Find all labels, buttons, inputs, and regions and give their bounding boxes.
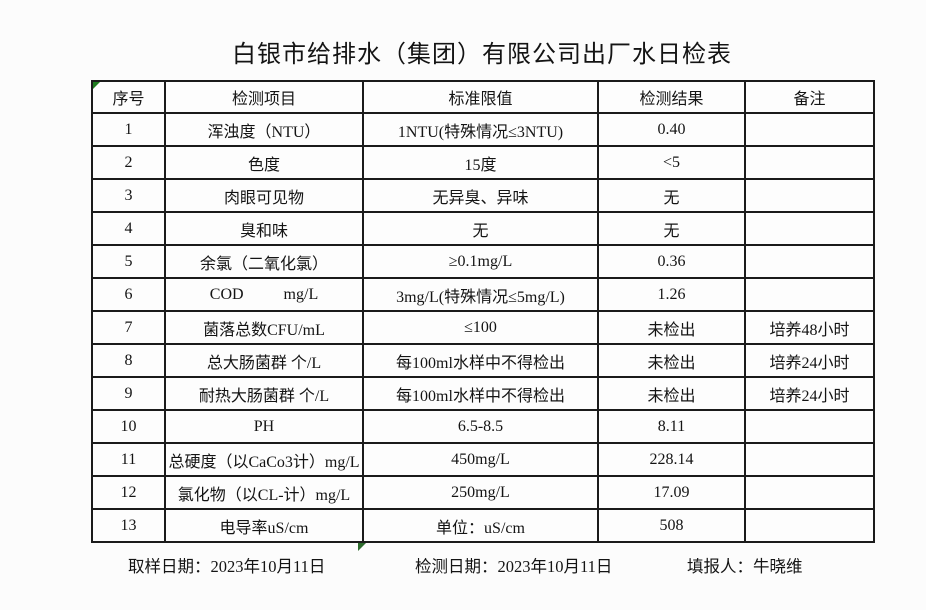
table-row: 7 菌落总数CFU/mL ≤100 未检出 培养48小时 — [91, 310, 875, 345]
reporter-label: 填报人：牛晓维 — [687, 557, 803, 576]
cell-standard-limit: 每100ml水样中不得检出 — [362, 376, 599, 411]
table-row: 10 PH 6.5-8.5 8.11 — [91, 409, 875, 444]
cell-item: COD mg/L — [164, 277, 364, 312]
cell-remark — [744, 508, 875, 543]
table-row: 6 COD mg/L 3mg/L(特殊情况≤5mg/L) 1.26 — [91, 277, 875, 312]
sampling-date-label: 取样日期：2023年10月11日 — [128, 557, 326, 576]
cell-result: 0.36 — [597, 244, 746, 279]
cell-remark: 培养48小时 — [744, 310, 875, 345]
cell-index: 10 — [91, 409, 166, 444]
header-row: 序号 检测项目 标准限值 检测结果 备注 — [91, 80, 875, 114]
table-row: 11 总硬度（以CaCo3计）mg/L 450mg/L 228.14 — [91, 442, 875, 477]
test-date-label: 检测日期：2023年10月11日 — [415, 557, 613, 576]
cell-standard-limit: 3mg/L(特殊情况≤5mg/L) — [362, 277, 599, 312]
cell-standard-limit: 无 — [362, 211, 599, 246]
cell-index: 11 — [91, 442, 166, 477]
cell-item: 余氯（二氧化氯） — [164, 244, 364, 279]
cell-standard-limit: 6.5-8.5 — [362, 409, 599, 444]
cell-corner-flag-icon — [93, 82, 100, 89]
header-standard-limit: 标准限值 — [362, 80, 599, 114]
cell-corner-flag-icon — [358, 543, 366, 551]
table-row: 9 耐热大肠菌群 个/L 每100ml水样中不得检出 未检出 培养24小时 — [91, 376, 875, 411]
cell-item: 浑浊度（NTU） — [164, 112, 364, 147]
cell-standard-limit: 每100ml水样中不得检出 — [362, 343, 599, 378]
cell-remark — [744, 145, 875, 180]
cell-result: 未检出 — [597, 310, 746, 345]
cell-result: 228.14 — [597, 442, 746, 477]
page-title: 白银市给排水（集团）有限公司出厂水日检表 — [232, 42, 732, 68]
header-result: 检测结果 — [597, 80, 746, 114]
cell-remark: 培养24小时 — [744, 343, 875, 378]
cell-standard-limit: ≥0.1mg/L — [362, 244, 599, 279]
table-row: 4 臭和味无无 — [91, 211, 875, 246]
cell-index: 7 — [91, 310, 166, 345]
cell-standard-limit: 250mg/L — [362, 475, 599, 510]
cell-remark: 培养24小时 — [744, 376, 875, 411]
cell-standard-limit: 15度 — [362, 145, 599, 180]
cell-item: 总硬度（以CaCo3计）mg/L — [164, 442, 364, 477]
table-row: 3 肉眼可见物 无异臭、异味无 — [91, 178, 875, 213]
cell-index: 12 — [91, 475, 166, 510]
cell-item: PH — [164, 409, 364, 444]
cell-item: 肉眼可见物 — [164, 178, 364, 213]
cell-result: 无 — [597, 211, 746, 246]
cell-item: 总大肠菌群 个/L — [164, 343, 364, 378]
cell-standard-limit: 无异臭、异味 — [362, 178, 599, 213]
cell-index: 4 — [91, 211, 166, 246]
cell-result: 未检出 — [597, 376, 746, 411]
cell-remark — [744, 277, 875, 312]
cell-item: 菌落总数CFU/mL — [164, 310, 364, 345]
cell-index: 1 — [91, 112, 166, 147]
cell-result: 1.26 — [597, 277, 746, 312]
inspection-table: 序号 检测项目 标准限值 检测结果 备注 1 浑浊度（NTU） 1NTU(特殊情况≤… — [91, 80, 875, 543]
cell-remark — [744, 211, 875, 246]
table-row: 2 色度 15度 <5 — [91, 145, 875, 180]
cell-index: 5 — [91, 244, 166, 279]
table-header: 序号 检测项目 标准限值 检测结果 备注 — [91, 80, 875, 114]
cell-result: 8.11 — [597, 409, 746, 444]
header-index: 序号 — [91, 80, 166, 114]
cell-result: 508 — [597, 508, 746, 543]
table-row: 1 浑浊度（NTU） 1NTU(特殊情况≤3NTU) 0.40 — [91, 112, 875, 147]
cell-standard-limit: 1NTU(特殊情况≤3NTU) — [362, 112, 599, 147]
table-row: 5 余氯（二氧化氯） ≥0.1mg/L 0.36 — [91, 244, 875, 279]
table-row: 8 总大肠菌群 个/L 每100ml水样中不得检出 未检出 培养24小时 — [91, 343, 875, 378]
cell-result: 0.40 — [597, 112, 746, 147]
cell-item: 电导率uS/cm — [164, 508, 364, 543]
cell-remark — [744, 244, 875, 279]
table-row: 13 电导率uS/cm 单位：uS/cm 508 — [91, 508, 875, 543]
cell-remark — [744, 442, 875, 477]
cell-index: 13 — [91, 508, 166, 543]
cell-result: 无 — [597, 178, 746, 213]
cell-standard-limit: 单位：uS/cm — [362, 508, 599, 543]
cell-item: 色度 — [164, 145, 364, 180]
cell-result: 17.09 — [597, 475, 746, 510]
cell-index: 9 — [91, 376, 166, 411]
cell-index: 3 — [91, 178, 166, 213]
cell-item: 耐热大肠菌群 个/L — [164, 376, 364, 411]
header-remark: 备注 — [744, 80, 875, 114]
cell-remark — [744, 475, 875, 510]
table-row: 12 氯化物（以CL-计）mg/L 250mg/L 17.09 — [91, 475, 875, 510]
cell-result: <5 — [597, 145, 746, 180]
cell-remark — [744, 409, 875, 444]
cell-item: 氯化物（以CL-计）mg/L — [164, 475, 364, 510]
header-item: 检测项目 — [164, 80, 364, 114]
cell-index: 2 — [91, 145, 166, 180]
cell-item: 臭和味 — [164, 211, 364, 246]
cell-remark — [744, 112, 875, 147]
cell-remark — [744, 178, 875, 213]
table-body: 1 浑浊度（NTU） 1NTU(特殊情况≤3NTU) 0.40 2 色度 15度 <5 3 肉眼可… — [91, 112, 875, 543]
cell-result: 未检出 — [597, 343, 746, 378]
cell-standard-limit: ≤100 — [362, 310, 599, 345]
cell-index: 8 — [91, 343, 166, 378]
cell-standard-limit: 450mg/L — [362, 442, 599, 477]
cell-index: 6 — [91, 277, 166, 312]
